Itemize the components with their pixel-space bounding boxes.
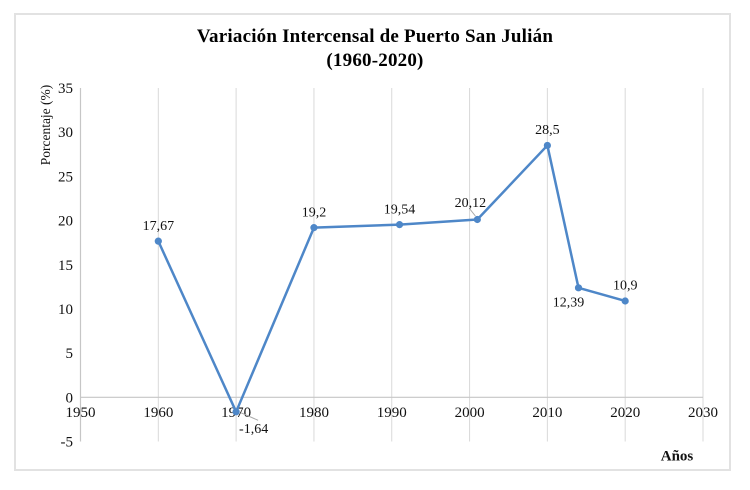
data-point-marker (395, 221, 404, 229)
data-point-marker (154, 237, 162, 245)
y-tick-label: 0 (66, 390, 74, 406)
data-point-label: 20,12 (455, 196, 487, 211)
leader-line (469, 208, 476, 217)
data-point-marker (574, 284, 583, 292)
data-point-label: 19,54 (384, 202, 416, 217)
data-point-marker (310, 224, 318, 232)
x-tick-label: 2020 (610, 405, 640, 421)
x-tick-label: 2010 (532, 405, 562, 421)
y-tick-label: 10 (58, 302, 73, 318)
data-point-marker (473, 215, 481, 224)
data-point-label: 10,9 (613, 279, 638, 294)
chart-title: Variación Intercensal de Puerto San Juli… (196, 26, 554, 47)
data-point-marker (621, 297, 629, 305)
data-point-marker (232, 408, 240, 416)
chart-subtitle: (1960-2020) (326, 50, 424, 71)
data-point-marker (543, 141, 551, 150)
y-tick-label: 25 (58, 169, 73, 185)
y-tick-label: -5 (61, 435, 74, 451)
x-tick-label: 1960 (143, 405, 173, 421)
data-point-label: 17,67 (143, 219, 175, 234)
series-line (157, 144, 627, 414)
x-tick-label: 2000 (455, 405, 485, 421)
x-tick-label: 1980 (299, 405, 329, 421)
x-axis-title: Años (660, 448, 694, 465)
y-tick-label: 20 (58, 214, 73, 230)
x-tick-label: 1950 (66, 405, 96, 421)
data-point-label: -1,64 (239, 422, 268, 437)
leader-line (240, 412, 259, 421)
y-tick-label: 5 (66, 346, 74, 362)
x-tick-label: 1990 (377, 405, 407, 421)
y-tick-label: 15 (58, 258, 73, 274)
x-tick-label: 2030 (688, 405, 718, 421)
y-tick-label: 30 (58, 125, 73, 141)
data-point-label: 12,39 (553, 296, 585, 311)
data-point-label: 28,5 (535, 123, 560, 138)
y-tick-label: 35 (58, 81, 73, 97)
chart-title-block: Variación Intercensal de Puerto San Juli… (0, 25, 750, 73)
chart-frame (14, 13, 731, 471)
data-point-label: 19,2 (302, 205, 327, 220)
